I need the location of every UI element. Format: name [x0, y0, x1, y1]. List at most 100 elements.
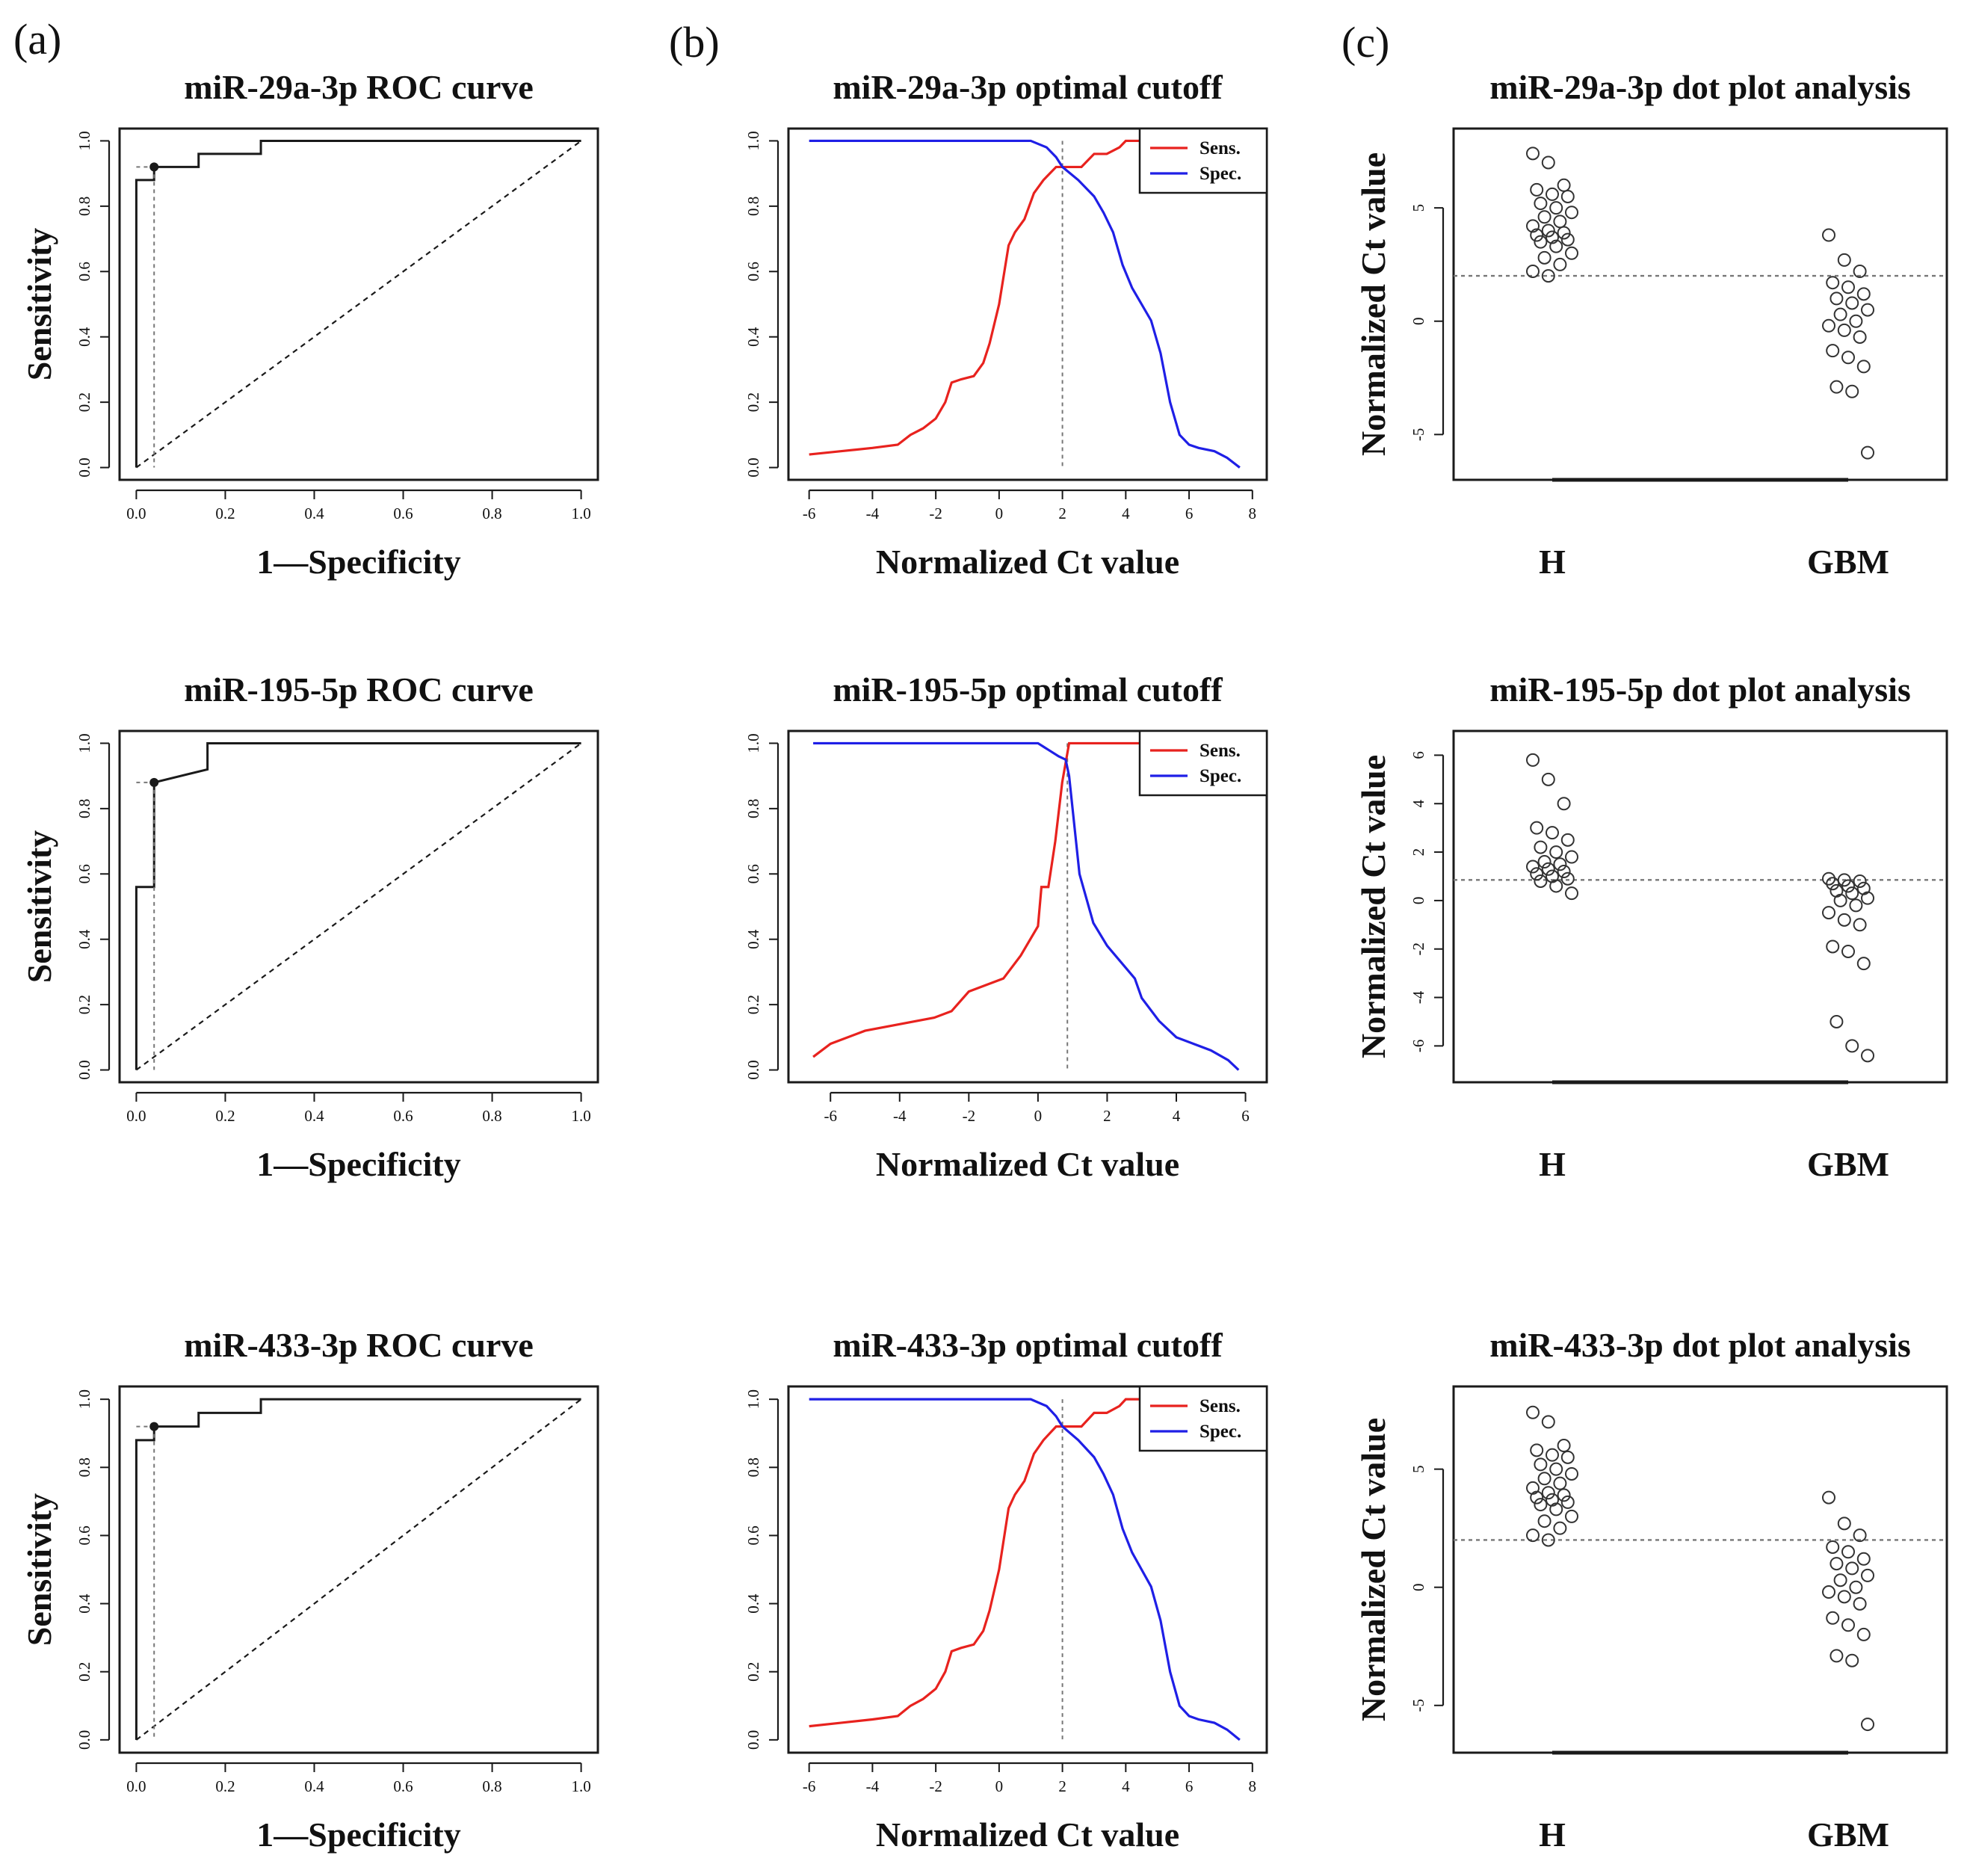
data-point [1830, 1557, 1844, 1571]
y-tick-label: 5 [1409, 1465, 1427, 1473]
data-point [1534, 1498, 1548, 1512]
data-point [1553, 1476, 1567, 1490]
data-point [1856, 1627, 1871, 1641]
data-point [1541, 772, 1555, 786]
legend-label: Sens. [1199, 138, 1241, 158]
x-tick-label: 8 [1249, 1777, 1257, 1795]
data-point [1853, 1596, 1867, 1611]
data-point [1822, 906, 1835, 920]
data-point [1537, 250, 1551, 265]
data-point [1526, 860, 1540, 874]
y-tick-label: 0.0 [75, 1060, 93, 1079]
data-point [1841, 944, 1855, 958]
data-point [1853, 918, 1867, 932]
data-point [1549, 201, 1563, 215]
data-point [1534, 235, 1548, 249]
y-tick-label: 4 [1409, 799, 1427, 807]
y-tick-label: 0.8 [744, 1457, 762, 1477]
legend: Sens. Spec. [1138, 729, 1268, 797]
x-axis: 0.0 0.2 0.4 0.6 0.8 1.0 [126, 1762, 591, 1795]
x-tick-label: -2 [929, 505, 942, 522]
y-tick-label: -6 [1409, 1040, 1427, 1053]
data-point [1853, 330, 1867, 344]
data-point [1856, 287, 1871, 301]
data-point [1526, 265, 1540, 279]
y-tick-label: -4 [1409, 990, 1427, 1004]
chart-cut3: miR-433-3p optimal cutoff-6 -4 -2 0 2 4 6 80.00… [744, 1326, 1268, 1854]
x-tick-label: 6 [1185, 505, 1194, 522]
y-tick-label: 0.2 [75, 392, 93, 412]
chart-cut1: miR-29a-3p optimal cutoff-6 -4 -2 0 2 4 6 80.00… [744, 68, 1268, 581]
y-axis: 0.0 0.2 0.4 0.6 0.8 1.0 [75, 733, 111, 1080]
y-tick-label: 0.8 [75, 1457, 93, 1477]
x-tick-label: -4 [866, 505, 880, 522]
data-point [1837, 913, 1851, 927]
y-tick-label: 0.6 [75, 864, 93, 883]
x-tick-label: 0.6 [393, 1107, 413, 1125]
y-tick-label: -5 [1409, 428, 1427, 442]
specificity-line [809, 139, 1241, 469]
legend-box [1138, 729, 1268, 797]
y-tick-label: 1.0 [75, 733, 93, 753]
data-point [1826, 939, 1840, 954]
plot-frame [787, 729, 1268, 1084]
data-point [1856, 957, 1871, 971]
x-tick-label: 0.6 [393, 505, 413, 522]
legend-box [1138, 127, 1268, 194]
data-point [1541, 1486, 1555, 1500]
y-axis-label: Sensitivity [20, 1493, 58, 1646]
x-tick-label: 2 [1103, 1107, 1111, 1125]
data-point [1553, 257, 1567, 271]
plot-frame [118, 1385, 599, 1754]
y-tick-label: -5 [1409, 1699, 1427, 1712]
chart-title: miR-433-3p ROC curve [184, 1326, 534, 1364]
data-point [1822, 228, 1835, 242]
legend-label: Spec. [1199, 164, 1241, 184]
x-tick-label: 0.4 [304, 505, 324, 522]
data-point [1549, 1462, 1563, 1476]
legend-label: Spec. [1199, 1422, 1241, 1442]
x-tick-label: 0.0 [126, 1777, 146, 1795]
data-point [1849, 898, 1863, 913]
x-category-label: H [1539, 543, 1566, 581]
legend-box [1138, 1385, 1268, 1452]
data-point [1557, 1439, 1571, 1453]
y-tick-label: 0.2 [744, 995, 762, 1014]
data-point [1534, 874, 1548, 888]
data-point [1830, 1014, 1844, 1028]
data-point [1565, 1466, 1578, 1481]
data-point [1826, 1611, 1840, 1625]
x-category-label: GBM [1807, 1815, 1889, 1854]
x-tick-label: -4 [893, 1107, 907, 1125]
data-point [1861, 1718, 1874, 1732]
data-point [1861, 1568, 1874, 1582]
chart-title: miR-195-5p dot plot analysis [1489, 670, 1911, 709]
x-tick-label: 1.0 [571, 505, 590, 522]
y-tick-label: 6 [1409, 751, 1427, 759]
legend: Sens. Spec. [1138, 1385, 1268, 1452]
data-point [1830, 1649, 1844, 1663]
data-point [1541, 1415, 1555, 1429]
data-point [1826, 877, 1840, 891]
data-point [1845, 384, 1859, 398]
data-point [1557, 1488, 1571, 1502]
y-axis-label: Normalized Ct value [1354, 152, 1392, 456]
legend-label: Spec. [1199, 766, 1241, 786]
data-point [1841, 1618, 1855, 1632]
y-axis: 0.0 0.2 0.4 0.6 0.8 1.0 [744, 131, 779, 478]
data-point [1549, 879, 1563, 893]
data-point [1557, 865, 1571, 878]
x-tick-label: 0 [995, 1777, 1004, 1795]
y-tick-label: 0.8 [744, 799, 762, 818]
data-point [1837, 1590, 1851, 1604]
data-point [1841, 879, 1855, 893]
y-tick-label: 0.6 [75, 262, 93, 281]
data-point [1822, 1585, 1835, 1599]
y-tick-label: 1.0 [744, 733, 762, 753]
data-point [1560, 232, 1575, 247]
y-tick-label: 1.0 [744, 1389, 762, 1409]
data-point [1845, 1653, 1859, 1667]
chart-title: miR-195-5p ROC curve [184, 670, 534, 709]
